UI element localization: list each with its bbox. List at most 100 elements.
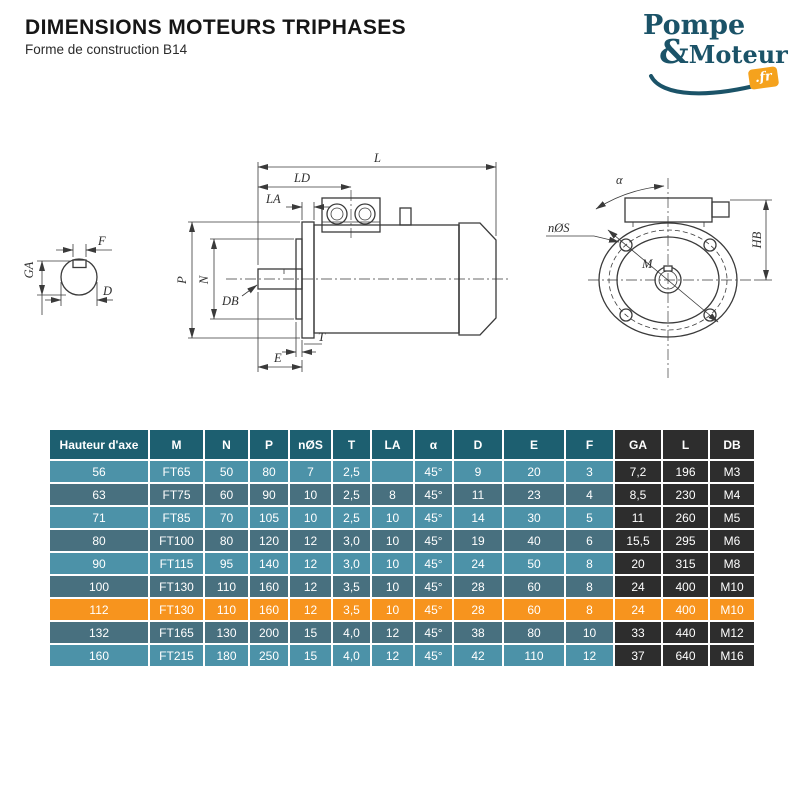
table-cell: 12: [288, 574, 333, 599]
table-cell: 6: [564, 528, 615, 553]
table-cell: 3,5: [331, 597, 372, 622]
dim-label-alpha: α: [616, 173, 623, 187]
table-cell: 20: [502, 459, 566, 484]
table-cell: 19: [452, 528, 504, 553]
table-cell: 45°: [413, 459, 454, 484]
table-cell: M5: [708, 505, 756, 530]
table-cell: FT75: [148, 482, 205, 507]
table-cell: FT65: [148, 459, 205, 484]
table-cell: 110: [502, 643, 566, 668]
table-cell: 3: [564, 459, 615, 484]
table-cell: 2,5: [331, 505, 372, 530]
table-cell: 140: [248, 551, 290, 576]
table-cell: 110: [203, 574, 250, 599]
table-cell: FT100: [148, 528, 205, 553]
table-cell: 8: [564, 597, 615, 622]
shaft-section-detail: F GA D: [22, 234, 113, 315]
table-cell: M3: [708, 459, 756, 484]
table-cell: 95: [203, 551, 250, 576]
table-cell: 56: [48, 459, 150, 484]
table-cell: 4,0: [331, 620, 372, 645]
table-cell: 196: [661, 459, 710, 484]
table-cell: 45°: [413, 643, 454, 668]
table-cell: 4: [564, 482, 615, 507]
table-cell: 7,2: [613, 459, 663, 484]
table-cell: 2,5: [331, 482, 372, 507]
table-cell: 20: [613, 551, 663, 576]
table-cell: 42: [452, 643, 504, 668]
table-cell: 60: [502, 574, 566, 599]
column-header: DB: [708, 428, 756, 461]
table-cell: 160: [248, 574, 290, 599]
table-cell: 640: [661, 643, 710, 668]
table-cell: FT130: [148, 597, 205, 622]
table-cell: 100: [48, 574, 150, 599]
table-cell: 15: [288, 620, 333, 645]
table-cell: 10: [370, 597, 415, 622]
table-cell: 160: [48, 643, 150, 668]
dim-label-L: L: [373, 151, 381, 165]
table-cell: 200: [248, 620, 290, 645]
table-cell: 40: [502, 528, 566, 553]
logo-ampersand: &: [659, 32, 689, 71]
logo-word-moteur: &Moteur: [659, 32, 788, 71]
column-header: α: [413, 428, 454, 461]
motor-technical-drawing: F GA D L LD: [22, 151, 772, 378]
column-header: LA: [370, 428, 415, 461]
table-cell: 33: [613, 620, 663, 645]
page-title: DIMENSIONS MOTEURS TRIPHASES: [25, 16, 407, 39]
table-row: 132 FT165 130 200 15 4,0 12 45° 38 80 10 33 440 M12: [48, 620, 756, 645]
table-cell: FT165: [148, 620, 205, 645]
column-header: N: [203, 428, 250, 461]
table-cell: FT115: [148, 551, 205, 576]
table-cell: 80: [48, 528, 150, 553]
table-cell: 315: [661, 551, 710, 576]
table-cell: 132: [48, 620, 150, 645]
table-cell: 3,5: [331, 574, 372, 599]
table-cell: 90: [48, 551, 150, 576]
column-header: T: [331, 428, 372, 461]
table-cell: 10: [370, 528, 415, 553]
column-header: M: [148, 428, 205, 461]
table-cell: 71: [48, 505, 150, 530]
table-cell: 120: [248, 528, 290, 553]
dim-label-nOS: nØS: [548, 221, 570, 235]
dim-label-D: D: [102, 284, 112, 298]
table-cell: 2,5: [331, 459, 372, 484]
motor-front-view: α M nØS HB: [546, 173, 772, 378]
table-row-highlighted: 112 FT130 110 160 12 3,5 10 45° 28 60 8 24 400 M10: [48, 597, 756, 622]
table-cell: 45°: [413, 620, 454, 645]
table-cell: 23: [502, 482, 566, 507]
table-cell: 28: [452, 574, 504, 599]
table-row: 71 FT85 70 105 10 2,5 10 45° 14 30 5 11 260 M5: [48, 505, 756, 530]
table-cell: M10: [708, 574, 756, 599]
table-cell: 12: [288, 551, 333, 576]
table-cell: 10: [288, 505, 333, 530]
table-cell: 50: [203, 459, 250, 484]
table-cell: 15,5: [613, 528, 663, 553]
table-cell: 400: [661, 597, 710, 622]
logo-word-pompe: Pompe: [643, 10, 746, 41]
table-cell: 3,0: [331, 551, 372, 576]
table-cell: 45°: [413, 551, 454, 576]
table-cell: 12: [564, 643, 615, 668]
table-cell: 24: [452, 551, 504, 576]
table-cell: 30: [502, 505, 566, 530]
dim-label-LA: LA: [265, 192, 281, 206]
table-row: 56 FT65 50 80 7 2,5 45° 9 20 3 7,2 196 M3: [48, 459, 756, 484]
dim-label-M: M: [641, 257, 653, 271]
motor-side-view: L LD LA P N DB T E: [175, 151, 508, 372]
table-cell: 80: [203, 528, 250, 553]
table-cell: 60: [502, 597, 566, 622]
table-cell: FT85: [148, 505, 205, 530]
dim-label-E: E: [273, 351, 282, 365]
column-header: P: [248, 428, 290, 461]
table-cell: 260: [661, 505, 710, 530]
table-cell: 11: [613, 505, 663, 530]
table-cell: 7: [288, 459, 333, 484]
table-cell: 250: [248, 643, 290, 668]
table-cell: 440: [661, 620, 710, 645]
table-cell: 8: [370, 482, 415, 507]
